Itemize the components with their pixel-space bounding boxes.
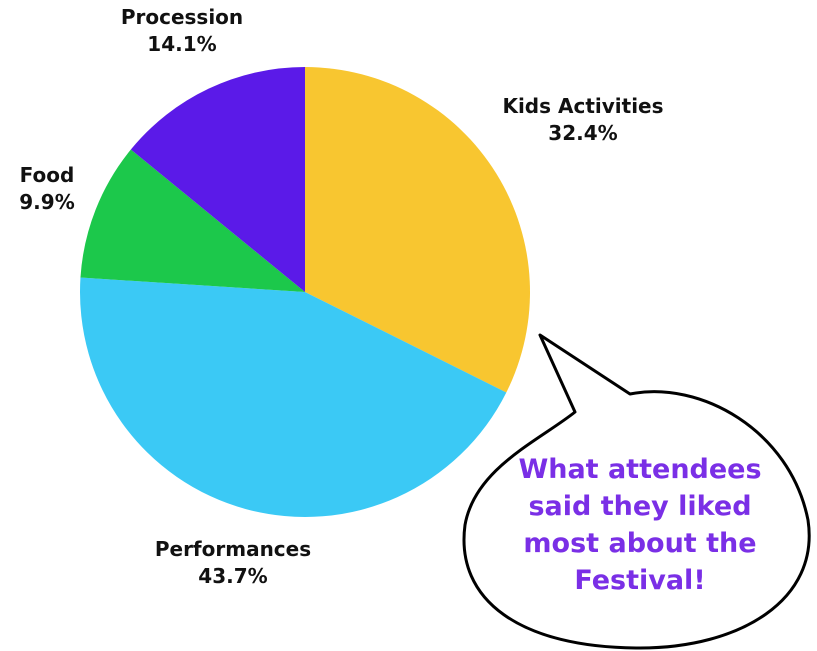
pie-slice-kids-activities	[305, 67, 531, 393]
slice-labels: Kids Activities 32.4% Performances 43.7% Foo…	[19, 5, 663, 588]
slice-percent: 14.1%	[147, 32, 216, 56]
slice-label-food: Food 9.9%	[19, 163, 74, 214]
slice-name: Kids Activities	[502, 94, 663, 118]
slice-label-performances: Performances 43.7%	[155, 537, 311, 588]
speech-bubble-line: said they liked	[528, 491, 751, 522]
speech-bubble-text: What attendees said they liked most about …	[518, 454, 761, 596]
slice-name: Performances	[155, 537, 311, 561]
slice-name: Food	[20, 163, 75, 187]
slice-percent: 32.4%	[548, 121, 617, 145]
speech-bubble-shape	[462, 333, 811, 650]
slice-label-kids-activities: Kids Activities 32.4%	[502, 94, 663, 145]
slice-percent: 43.7%	[198, 564, 267, 588]
pie-chart	[80, 67, 531, 517]
slice-name: Procession	[121, 5, 243, 29]
slice-label-procession: Procession 14.1%	[121, 5, 243, 56]
speech-bubble-line: Festival!	[574, 565, 705, 596]
speech-bubble-line: most about the	[523, 528, 756, 559]
pie-slice-procession	[130, 67, 305, 292]
pie-slice-performances	[80, 277, 507, 517]
speech-bubble-line: What attendees	[518, 454, 761, 485]
pie-slice-food	[80, 149, 306, 292]
speech-bubble: What attendees said they liked most about …	[462, 333, 811, 650]
slice-percent: 9.9%	[19, 190, 74, 214]
